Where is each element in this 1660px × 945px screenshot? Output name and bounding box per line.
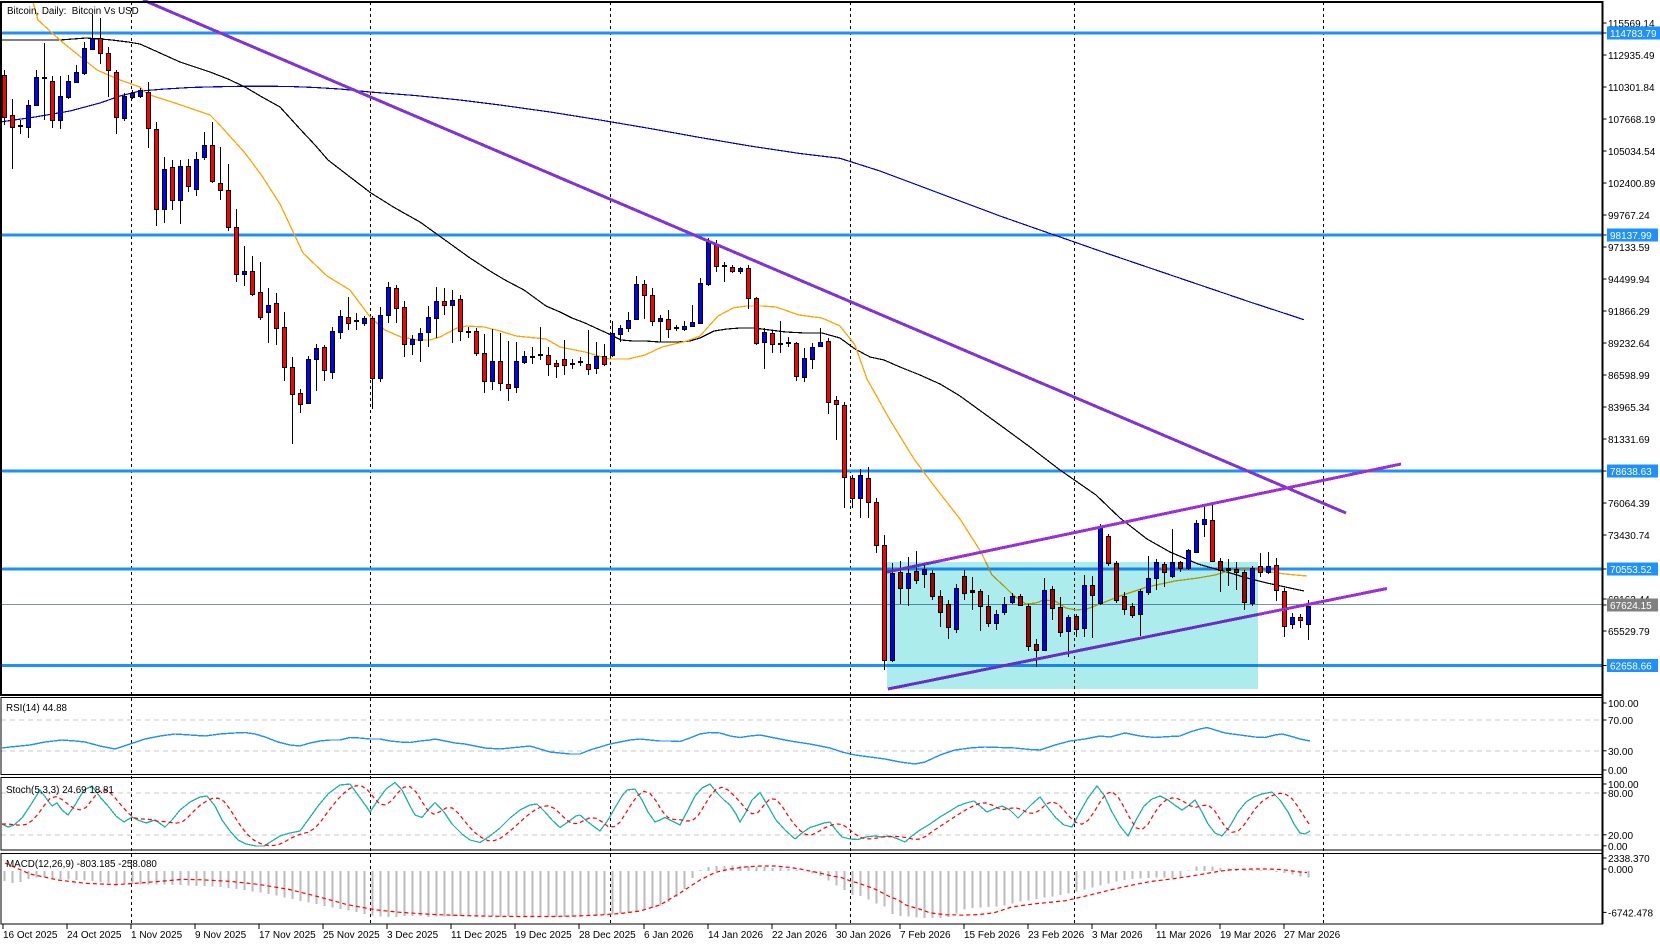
svg-text:11 Dec 2025: 11 Dec 2025 (451, 930, 507, 941)
svg-text:14 Jan 2026: 14 Jan 2026 (708, 930, 763, 941)
svg-text:97133.59: 97133.59 (1608, 243, 1650, 254)
svg-text:65529.79: 65529.79 (1608, 627, 1650, 638)
svg-text:MACD(12,26,9) -803.185 -258.08: MACD(12,26,9) -803.185 -258.080 (6, 859, 157, 870)
svg-text:19 Mar 2026: 19 Mar 2026 (1220, 930, 1277, 941)
svg-text:1 Nov 2025: 1 Nov 2025 (131, 930, 183, 941)
svg-text:80.00: 80.00 (1608, 789, 1633, 800)
svg-text:23 Feb 2026: 23 Feb 2026 (1028, 930, 1085, 941)
svg-text:91866.29: 91866.29 (1608, 307, 1650, 318)
svg-text:81331.69: 81331.69 (1608, 435, 1650, 446)
svg-text:19 Dec 2025: 19 Dec 2025 (515, 930, 572, 941)
svg-text:94499.94: 94499.94 (1608, 275, 1650, 286)
svg-text:2338.370: 2338.370 (1608, 854, 1650, 865)
svg-text:11 Mar 2026: 11 Mar 2026 (1156, 930, 1212, 941)
svg-text:25 Nov 2025: 25 Nov 2025 (323, 930, 380, 941)
svg-text:62658.66: 62658.66 (1610, 662, 1652, 673)
svg-text:27 Mar 2026: 27 Mar 2026 (1284, 930, 1341, 941)
svg-text:16 Oct 2025: 16 Oct 2025 (3, 930, 58, 941)
svg-text:RSI(14) 44.88: RSI(14) 44.88 (6, 703, 68, 714)
svg-text:Bitcoin, Daily: Bitcoin Vs US: Bitcoin, Daily: Bitcoin Vs USD (7, 6, 139, 17)
svg-text:Stoch(5,3,3) 24.69 18.81: Stoch(5,3,3) 24.69 18.81 (6, 785, 114, 796)
svg-text:89232.64: 89232.64 (1608, 339, 1650, 350)
svg-text:78638.63: 78638.63 (1610, 467, 1652, 478)
svg-text:20.00: 20.00 (1608, 831, 1633, 842)
svg-text:0.000: 0.000 (1608, 865, 1633, 876)
svg-text:115569.14: 115569.14 (1608, 19, 1655, 30)
svg-text:86598.99: 86598.99 (1608, 371, 1650, 382)
svg-text:7 Feb 2026: 7 Feb 2026 (900, 930, 951, 941)
svg-text:15 Feb 2026: 15 Feb 2026 (964, 930, 1021, 941)
svg-text:70.00: 70.00 (1608, 716, 1633, 727)
svg-text:114783.79: 114783.79 (1610, 29, 1657, 40)
svg-text:107668.19: 107668.19 (1608, 115, 1656, 126)
svg-text:83965.34: 83965.34 (1608, 403, 1650, 414)
svg-text:67624.15: 67624.15 (1610, 601, 1652, 612)
svg-text:100.00: 100.00 (1608, 780, 1639, 791)
svg-text:99767.24: 99767.24 (1608, 211, 1650, 222)
svg-text:70553.52: 70553.52 (1610, 565, 1652, 576)
svg-text:28 Dec 2025: 28 Dec 2025 (579, 930, 636, 941)
svg-text:76064.39: 76064.39 (1608, 499, 1650, 510)
svg-text:9 Nov 2025: 9 Nov 2025 (195, 930, 247, 941)
svg-text:102400.89: 102400.89 (1608, 179, 1656, 190)
svg-text:0.00: 0.00 (1608, 766, 1628, 777)
svg-text:6 Jan 2026: 6 Jan 2026 (644, 930, 694, 941)
svg-text:24 Oct 2025: 24 Oct 2025 (67, 930, 122, 941)
svg-text:17 Nov 2025: 17 Nov 2025 (259, 930, 316, 941)
svg-text:112935.49: 112935.49 (1608, 51, 1655, 62)
svg-text:110301.84: 110301.84 (1608, 83, 1655, 94)
svg-text:98137.99: 98137.99 (1610, 231, 1652, 242)
svg-text:22 Jan 2026: 22 Jan 2026 (772, 930, 827, 941)
svg-text:0.00: 0.00 (1608, 842, 1628, 853)
svg-text:30.00: 30.00 (1608, 747, 1633, 758)
svg-text:3 Mar 2026: 3 Mar 2026 (1092, 930, 1143, 941)
svg-text:-6742.478: -6742.478 (1608, 908, 1653, 919)
svg-text:100.00: 100.00 (1608, 699, 1639, 710)
svg-text:73430.74: 73430.74 (1608, 531, 1650, 542)
svg-text:30 Jan 2026: 30 Jan 2026 (836, 930, 891, 941)
svg-text:3 Dec 2025: 3 Dec 2025 (387, 930, 439, 941)
svg-text:105034.54: 105034.54 (1608, 147, 1656, 158)
